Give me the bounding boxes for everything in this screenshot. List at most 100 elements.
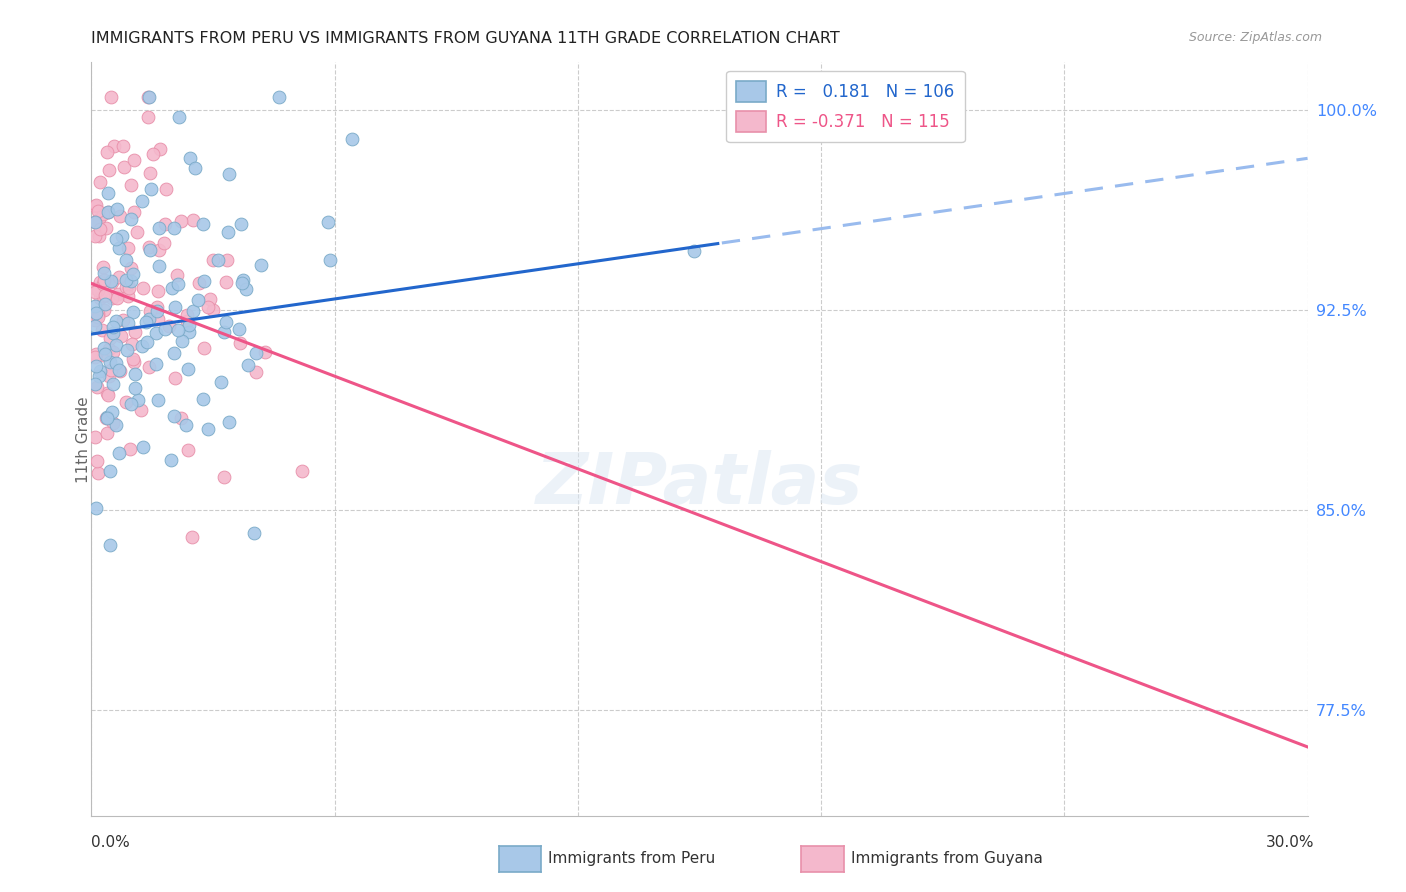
Point bbox=[184, 161, 207, 175]
Point bbox=[207, 253, 229, 268]
Point bbox=[86, 379, 108, 393]
Point bbox=[94, 296, 117, 310]
Point bbox=[122, 305, 145, 319]
Point bbox=[115, 280, 138, 294]
Point bbox=[101, 320, 124, 334]
Point bbox=[87, 307, 110, 321]
Point bbox=[93, 266, 115, 280]
Point bbox=[115, 343, 138, 357]
Point bbox=[138, 360, 160, 375]
Point bbox=[209, 376, 232, 390]
Point bbox=[84, 197, 107, 211]
Point bbox=[93, 341, 115, 355]
Point bbox=[101, 326, 124, 340]
Point bbox=[243, 525, 266, 540]
Point bbox=[91, 260, 114, 274]
Point bbox=[138, 240, 160, 254]
Point bbox=[98, 355, 121, 369]
Point bbox=[131, 339, 153, 353]
Point bbox=[148, 259, 170, 273]
Point bbox=[103, 139, 125, 153]
Point bbox=[117, 288, 139, 302]
Point bbox=[201, 303, 224, 318]
Point bbox=[218, 415, 240, 429]
Point bbox=[120, 212, 142, 227]
Point bbox=[197, 422, 219, 436]
Point bbox=[124, 355, 146, 369]
Point bbox=[110, 328, 132, 343]
Point bbox=[231, 277, 253, 291]
Point bbox=[93, 277, 115, 291]
Point bbox=[253, 344, 276, 359]
Point bbox=[97, 342, 120, 356]
Point bbox=[138, 90, 160, 104]
Point bbox=[127, 392, 149, 407]
Point bbox=[146, 303, 169, 318]
Point bbox=[100, 274, 122, 288]
Point bbox=[105, 202, 128, 216]
Point bbox=[316, 214, 339, 228]
Point bbox=[198, 293, 221, 307]
Point bbox=[212, 326, 235, 340]
Point bbox=[101, 376, 124, 391]
Point bbox=[84, 313, 107, 327]
Point bbox=[245, 365, 267, 379]
Point bbox=[163, 409, 186, 424]
Point bbox=[111, 229, 134, 244]
Point bbox=[108, 363, 131, 377]
Point bbox=[89, 222, 111, 236]
Point bbox=[89, 364, 111, 378]
Point bbox=[160, 453, 183, 467]
Point bbox=[146, 392, 169, 407]
Point bbox=[84, 350, 107, 364]
Point bbox=[120, 396, 142, 410]
Point bbox=[94, 288, 117, 302]
Point bbox=[125, 226, 148, 240]
Point bbox=[170, 411, 193, 425]
Point bbox=[112, 160, 135, 174]
Point bbox=[97, 205, 120, 219]
Point bbox=[84, 299, 107, 313]
Point bbox=[250, 258, 273, 272]
Point bbox=[101, 404, 124, 418]
Point bbox=[238, 358, 260, 372]
Point bbox=[105, 232, 128, 246]
Point bbox=[87, 229, 110, 244]
Point bbox=[84, 319, 107, 334]
Point bbox=[228, 322, 250, 336]
Point bbox=[218, 168, 240, 182]
Point bbox=[217, 226, 239, 240]
Point bbox=[96, 411, 118, 425]
Point bbox=[193, 341, 215, 355]
Point bbox=[96, 385, 118, 400]
Point bbox=[96, 145, 118, 159]
Point bbox=[97, 204, 120, 219]
Text: Immigrants from Guyana: Immigrants from Guyana bbox=[851, 852, 1042, 866]
Point bbox=[145, 357, 167, 371]
Point bbox=[121, 267, 143, 281]
Point bbox=[117, 316, 139, 330]
Point bbox=[84, 306, 107, 320]
Point bbox=[131, 194, 153, 209]
Text: Immigrants from Peru: Immigrants from Peru bbox=[548, 852, 716, 866]
Point bbox=[120, 260, 142, 275]
Point bbox=[181, 213, 204, 227]
Point bbox=[91, 289, 114, 303]
Point bbox=[107, 269, 129, 284]
Point bbox=[267, 90, 290, 104]
Point bbox=[683, 244, 706, 259]
Point bbox=[111, 139, 134, 153]
Point bbox=[84, 359, 107, 374]
Point bbox=[162, 281, 184, 295]
Point bbox=[86, 454, 108, 468]
Point bbox=[84, 347, 107, 361]
Point bbox=[166, 268, 188, 283]
Point bbox=[100, 363, 122, 377]
Point bbox=[84, 501, 107, 516]
Point bbox=[84, 215, 107, 229]
Point bbox=[148, 221, 170, 235]
Point bbox=[84, 281, 107, 295]
Point bbox=[163, 220, 186, 235]
Point bbox=[120, 274, 142, 288]
Point bbox=[96, 388, 118, 402]
